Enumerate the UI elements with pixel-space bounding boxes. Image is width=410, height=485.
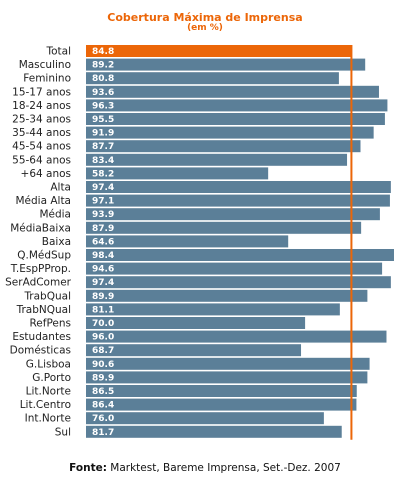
bar-4 <box>86 99 388 112</box>
value-label-21: 96.0 <box>92 333 114 343</box>
bar-1 <box>86 58 366 71</box>
bar-23 <box>86 357 370 370</box>
value-label-23: 90.6 <box>92 360 114 370</box>
value-label-9: 58.2 <box>92 169 114 179</box>
bar-13 <box>86 221 362 234</box>
bar-25 <box>86 385 357 397</box>
value-label-25: 86.5 <box>92 387 114 397</box>
bar-0 <box>86 45 352 57</box>
value-label-14: 64.6 <box>92 237 114 247</box>
category-label-1: Masculino <box>19 59 71 71</box>
bar-5 <box>86 113 385 125</box>
bar-20 <box>86 317 306 329</box>
category-label-5: 25-34 anos <box>12 114 71 126</box>
bar-26 <box>86 398 357 411</box>
value-label-4: 96.3 <box>92 101 114 111</box>
value-label-12: 93.9 <box>92 210 114 220</box>
bar-10 <box>86 181 391 193</box>
category-label-9: +64 anos <box>21 168 71 180</box>
value-label-24: 89.9 <box>92 373 114 383</box>
value-label-3: 93.6 <box>92 88 114 98</box>
value-label-10: 97.4 <box>92 183 114 193</box>
bar-18 <box>86 289 368 302</box>
value-label-6: 91.9 <box>92 129 114 139</box>
category-label-16: T.EspPProp. <box>10 263 71 275</box>
source-text: Marktest, Bareme Imprensa, Set.-Dez. 200… <box>106 462 341 474</box>
source-note: Fonte: Marktest, Bareme Imprensa, Set.-D… <box>0 462 410 474</box>
value-label-13: 87.9 <box>92 224 114 234</box>
category-label-4: 18-24 anos <box>12 100 71 112</box>
bar-12 <box>86 208 380 221</box>
bar-22 <box>86 344 302 357</box>
value-label-27: 76.0 <box>92 414 114 424</box>
value-label-2: 80.8 <box>92 74 114 84</box>
value-label-22: 68.7 <box>92 346 114 356</box>
category-label-12: Média <box>39 209 71 221</box>
value-label-16: 94.6 <box>92 265 114 275</box>
category-label-10: Alta <box>50 182 71 194</box>
bar-28 <box>86 425 342 438</box>
category-label-3: 15-17 anos <box>12 86 71 98</box>
bar-6 <box>86 126 374 139</box>
category-label-26: Lit.Centro <box>20 399 71 411</box>
category-label-14: Baixa <box>42 236 71 248</box>
bar-27 <box>86 412 324 425</box>
bar-2 <box>86 72 339 85</box>
value-label-26: 86.4 <box>92 401 114 411</box>
value-label-8: 83.4 <box>92 156 114 166</box>
category-label-7: 45-54 anos <box>12 141 71 153</box>
value-label-18: 89.9 <box>92 292 114 302</box>
bar-24 <box>86 371 368 384</box>
value-label-11: 97.1 <box>92 197 114 207</box>
category-label-27: Int.Norte <box>25 413 71 425</box>
category-label-13: MédiaBaixa <box>10 222 71 234</box>
category-label-8: 55-64 anos <box>12 154 71 166</box>
bar-3 <box>86 85 379 98</box>
bar-19 <box>86 303 340 316</box>
category-label-28: Sul <box>55 426 71 438</box>
chart-title: Cobertura Máxima de Imprensa <box>107 11 303 24</box>
category-label-19: TrabNQual <box>16 304 71 316</box>
value-label-28: 81.7 <box>92 428 114 438</box>
category-label-17: SerAdComer <box>5 277 72 289</box>
value-label-15: 98.4 <box>92 251 114 261</box>
category-label-22: Domésticas <box>10 345 71 357</box>
category-label-0: Total <box>45 46 71 58</box>
value-label-17: 97.4 <box>92 278 114 288</box>
value-label-5: 95.5 <box>92 115 114 125</box>
value-label-19: 81.1 <box>92 305 114 315</box>
bar-7 <box>86 140 361 153</box>
category-label-18: TrabQual <box>23 290 71 302</box>
category-label-23: G.Lisboa <box>26 358 71 370</box>
value-label-20: 70.0 <box>92 319 114 329</box>
source-label: Fonte: <box>69 462 107 474</box>
category-label-11: Média Alta <box>15 195 71 207</box>
bar-9 <box>86 167 269 180</box>
bar-15 <box>86 249 394 261</box>
category-label-25: Lit.Norte <box>26 386 71 398</box>
category-label-24: G.Porto <box>32 372 71 384</box>
chart-subtitle: (em %) <box>187 23 223 33</box>
bar-11 <box>86 194 390 207</box>
category-label-15: Q.MédSup <box>17 250 71 262</box>
bar-16 <box>86 262 383 275</box>
category-label-6: 35-44 anos <box>12 127 71 139</box>
bar-14 <box>86 235 289 248</box>
value-label-1: 89.2 <box>92 61 114 71</box>
bar-21 <box>86 330 387 343</box>
category-label-20: RefPens <box>29 318 71 330</box>
bar-8 <box>86 153 348 166</box>
value-label-0: 84.8 <box>92 47 114 57</box>
category-label-2: Feminino <box>23 73 71 85</box>
category-label-21: Estudantes <box>12 331 71 343</box>
value-label-7: 87.7 <box>92 142 114 152</box>
bar-17 <box>86 276 391 289</box>
